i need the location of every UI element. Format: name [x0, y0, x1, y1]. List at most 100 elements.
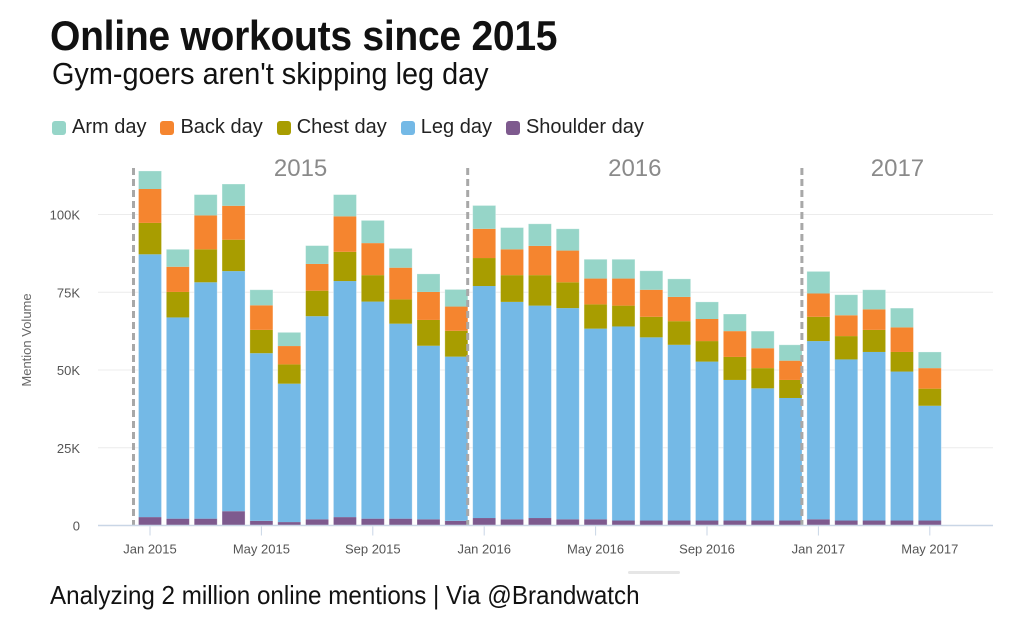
bar-segment-leg-day[interactable] [611, 326, 635, 521]
bar-segment-back-day[interactable] [667, 296, 691, 322]
bar-segment-arm-day[interactable] [277, 332, 301, 347]
bar-segment-shoulder-day[interactable] [305, 519, 329, 526]
bar-segment-leg-day[interactable] [834, 359, 858, 521]
bar-stack[interactable] [221, 183, 246, 526]
bar-segment-chest-day[interactable] [361, 275, 385, 302]
bar-segment-arm-day[interactable] [417, 273, 440, 292]
bar-stack[interactable] [555, 228, 580, 526]
bar-segment-chest-day[interactable] [723, 356, 747, 380]
bar-segment-shoulder-day[interactable] [584, 519, 608, 526]
bar-segment-leg-day[interactable] [222, 271, 246, 512]
bar-stack[interactable] [165, 248, 190, 526]
bar-segment-arm-day[interactable] [138, 170, 162, 189]
bar-stack[interactable] [639, 270, 664, 526]
bar-segment-arm-day[interactable] [695, 301, 719, 319]
bar-segment-back-day[interactable] [277, 346, 301, 365]
bar-stack[interactable] [528, 223, 552, 526]
bar-segment-leg-day[interactable] [918, 405, 942, 521]
bar-segment-chest-day[interactable] [500, 275, 524, 302]
bar-segment-chest-day[interactable] [194, 249, 218, 283]
bar-segment-chest-day[interactable] [751, 368, 775, 389]
bar-stack[interactable] [583, 258, 608, 526]
bar-segment-chest-day[interactable] [639, 316, 663, 338]
bar-segment-chest-day[interactable] [556, 282, 580, 309]
bar-stack[interactable] [750, 330, 775, 526]
bar-segment-back-day[interactable] [918, 368, 942, 389]
bar-segment-back-day[interactable] [751, 348, 775, 369]
bar-segment-chest-day[interactable] [890, 351, 914, 372]
bar-segment-arm-day[interactable] [862, 289, 886, 310]
bar-segment-leg-day[interactable] [277, 383, 301, 523]
bar-segment-back-day[interactable] [389, 267, 413, 300]
bar-stack[interactable] [360, 220, 385, 526]
bar-segment-leg-day[interactable] [444, 356, 468, 521]
bar-segment-shoulder-day[interactable] [723, 520, 747, 526]
bar-segment-arm-day[interactable] [249, 289, 273, 306]
bar-stack[interactable] [806, 271, 831, 526]
bar-segment-back-day[interactable] [528, 245, 552, 276]
bar-stack[interactable] [416, 273, 441, 526]
bar-stack[interactable] [277, 331, 302, 526]
bar-segment-arm-day[interactable] [890, 308, 914, 328]
bar-stack[interactable] [890, 307, 914, 526]
bar-stack[interactable] [444, 289, 469, 526]
bar-segment-shoulder-day[interactable] [862, 520, 886, 526]
bar-stack[interactable] [722, 313, 747, 526]
bar-segment-back-day[interactable] [890, 327, 914, 352]
bar-segment-arm-day[interactable] [389, 248, 413, 268]
bar-segment-back-day[interactable] [584, 278, 608, 305]
bar-segment-back-day[interactable] [444, 306, 468, 331]
bar-segment-arm-day[interactable] [751, 331, 775, 349]
bar-stack[interactable] [138, 170, 162, 526]
bar-segment-leg-day[interactable] [556, 308, 580, 520]
bar-segment-leg-day[interactable] [194, 282, 218, 519]
bar-segment-chest-day[interactable] [918, 388, 942, 406]
bar-segment-shoulder-day[interactable] [444, 520, 468, 526]
bar-segment-arm-day[interactable] [806, 271, 830, 294]
bar-segment-leg-day[interactable] [584, 328, 608, 520]
bar-segment-leg-day[interactable] [389, 323, 413, 519]
bar-segment-leg-day[interactable] [249, 353, 273, 521]
bar-segment-leg-day[interactable] [723, 379, 747, 521]
bar-segment-chest-day[interactable] [305, 290, 329, 317]
bar-segment-back-day[interactable] [222, 205, 246, 240]
bar-segment-shoulder-day[interactable] [417, 519, 440, 526]
bar-segment-arm-day[interactable] [500, 227, 524, 250]
bar-stack[interactable] [611, 258, 636, 526]
bar-segment-shoulder-day[interactable] [472, 518, 496, 526]
bar-stack[interactable] [862, 289, 886, 526]
bar-segment-back-day[interactable] [417, 291, 440, 320]
bar-segment-back-day[interactable] [834, 315, 858, 337]
bar-segment-shoulder-day[interactable] [695, 520, 719, 526]
bar-segment-shoulder-day[interactable] [890, 520, 914, 526]
bar-segment-leg-day[interactable] [779, 397, 803, 521]
bar-segment-leg-day[interactable] [806, 341, 830, 520]
bar-segment-arm-day[interactable] [723, 314, 747, 332]
bar-segment-back-day[interactable] [611, 278, 635, 306]
bar-segment-leg-day[interactable] [138, 254, 162, 518]
bar-segment-arm-day[interactable] [444, 289, 468, 307]
bar-segment-shoulder-day[interactable] [639, 520, 663, 526]
bar-segment-chest-day[interactable] [779, 379, 803, 398]
bar-segment-arm-day[interactable] [166, 249, 190, 267]
bar-segment-leg-day[interactable] [862, 351, 886, 521]
bar-segment-back-day[interactable] [138, 188, 162, 223]
bar-stack[interactable] [249, 289, 274, 526]
legend-item-arm[interactable]: Arm day [52, 116, 146, 139]
bar-segment-arm-day[interactable] [584, 259, 608, 279]
bar-segment-shoulder-day[interactable] [361, 518, 385, 526]
bar-segment-back-day[interactable] [639, 289, 663, 317]
bar-stack[interactable] [333, 194, 357, 526]
bar-segment-shoulder-day[interactable] [277, 522, 301, 526]
bar-segment-arm-day[interactable] [611, 259, 635, 279]
bar-segment-leg-day[interactable] [639, 337, 663, 521]
bar-stack[interactable] [917, 351, 942, 526]
bar-segment-arm-day[interactable] [361, 220, 385, 244]
bar-segment-leg-day[interactable] [500, 301, 524, 520]
bar-segment-back-day[interactable] [249, 305, 273, 330]
bar-segment-chest-day[interactable] [166, 291, 190, 318]
bar-segment-arm-day[interactable] [472, 205, 496, 229]
legend-item-back[interactable]: Back day [160, 116, 263, 139]
bar-stack[interactable] [388, 247, 413, 526]
bar-segment-chest-day[interactable] [138, 222, 162, 255]
